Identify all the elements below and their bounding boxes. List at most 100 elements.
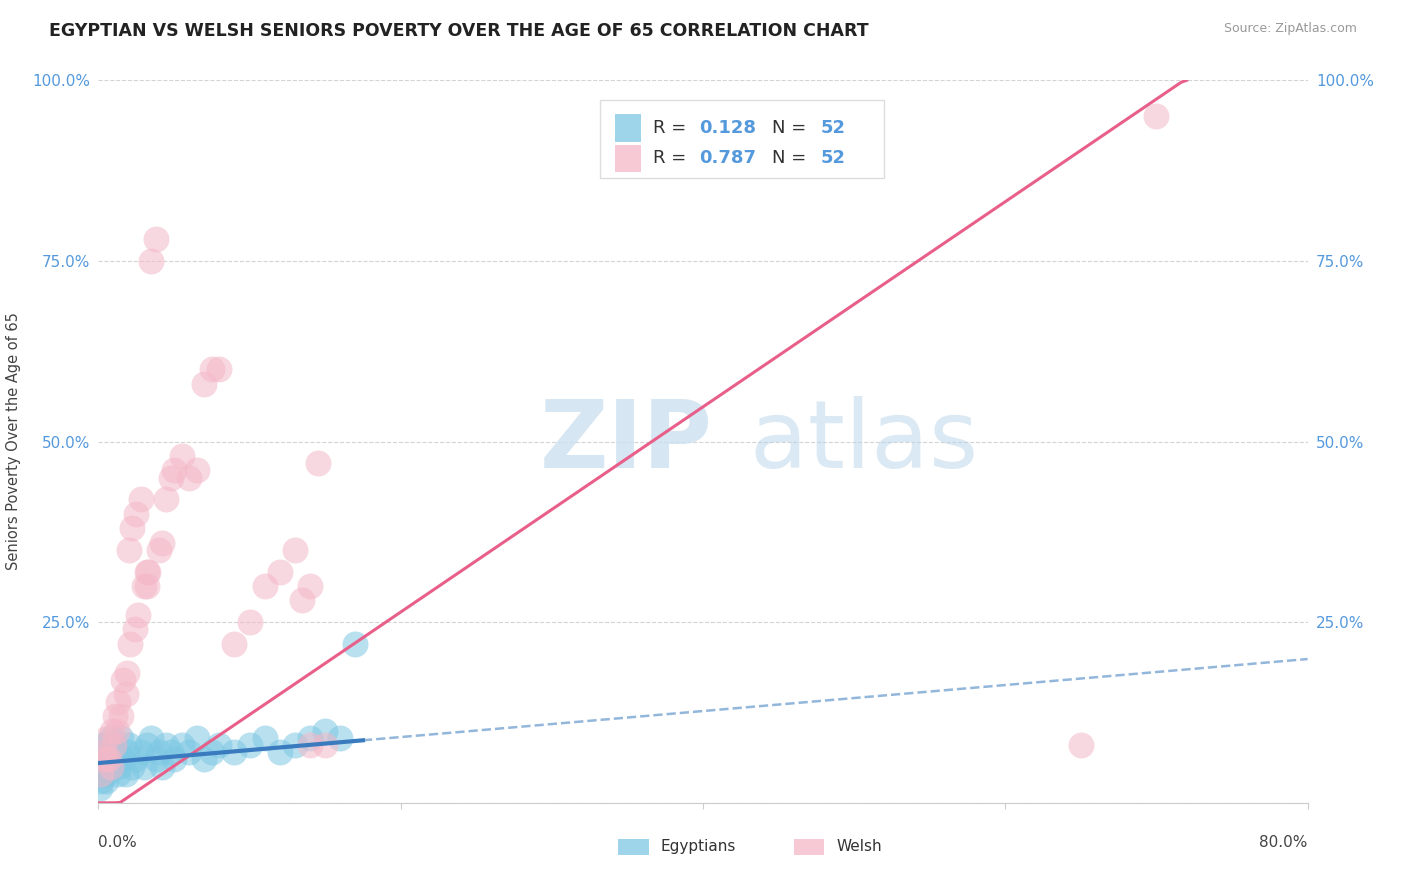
Text: 52: 52 [820, 149, 845, 168]
Text: 0.787: 0.787 [699, 149, 756, 168]
Point [160, 470, 183, 484]
Point [93, 752, 115, 766]
Point [163, 463, 186, 477]
Point [110, 709, 132, 723]
Point [129, 745, 152, 759]
Point [115, 665, 138, 680]
Point [96, 745, 118, 759]
Point [100, 731, 122, 745]
Point [101, 752, 124, 766]
Point [127, 607, 149, 622]
Point [110, 731, 132, 745]
Point [253, 731, 276, 745]
Text: Welsh: Welsh [837, 839, 882, 855]
Point [121, 521, 143, 535]
Point [314, 723, 336, 738]
Point [89, 760, 111, 774]
Bar [619, 838, 648, 855]
Point [103, 738, 125, 752]
Point [148, 745, 170, 759]
Point [208, 738, 231, 752]
Point [121, 760, 143, 774]
Point [160, 745, 183, 759]
Point [115, 745, 138, 759]
Point [96, 731, 118, 745]
Text: EGYPTIAN VS WELSH SENIORS POVERTY OVER THE AGE OF 65 CORRELATION CHART: EGYPTIAN VS WELSH SENIORS POVERTY OVER T… [49, 22, 869, 40]
Point [150, 535, 173, 549]
Text: R =: R = [654, 119, 692, 137]
Point [89, 781, 111, 796]
Point [208, 362, 231, 376]
Point [224, 745, 246, 759]
Text: ZIP: ZIP [540, 395, 713, 488]
Point [136, 565, 159, 579]
Point [135, 738, 157, 752]
Point [110, 752, 132, 766]
Text: 52: 52 [820, 119, 845, 137]
Point [104, 709, 127, 723]
Point [193, 376, 215, 391]
Point [344, 637, 367, 651]
Point [170, 738, 193, 752]
Point [179, 745, 201, 759]
Point [239, 738, 262, 752]
Point [135, 565, 157, 579]
Point [98, 752, 121, 766]
Point [94, 767, 117, 781]
Point [107, 760, 129, 774]
Point [107, 767, 129, 781]
Point [141, 253, 163, 268]
Point [145, 752, 167, 766]
Point [155, 492, 177, 507]
Point [91, 752, 114, 766]
Point [193, 752, 215, 766]
Point [239, 615, 262, 630]
Point [269, 565, 291, 579]
Point [135, 579, 157, 593]
Point [132, 579, 155, 593]
Point [125, 752, 148, 766]
Text: Source: ZipAtlas.com: Source: ZipAtlas.com [1223, 22, 1357, 36]
Point [186, 463, 208, 477]
Text: atlas: atlas [540, 395, 979, 488]
Point [1144, 110, 1167, 124]
Point [224, 637, 246, 651]
Point [307, 456, 329, 470]
Text: 0.128: 0.128 [699, 119, 756, 137]
Point [179, 470, 201, 484]
Bar [614, 145, 641, 172]
Point [155, 738, 177, 752]
Point [105, 723, 128, 738]
Point [101, 760, 124, 774]
Text: R =: R = [654, 149, 692, 168]
Point [145, 232, 167, 246]
Point [90, 767, 112, 781]
Point [1070, 738, 1092, 752]
Text: Egyptians: Egyptians [661, 839, 737, 855]
Point [299, 738, 322, 752]
Point [148, 542, 170, 557]
Point [104, 745, 127, 759]
Point [299, 731, 322, 745]
Point [129, 492, 152, 507]
Point [90, 774, 112, 789]
Point [94, 752, 117, 766]
Point [141, 731, 163, 745]
Point [284, 542, 307, 557]
Point [299, 579, 322, 593]
Point [186, 731, 208, 745]
Point [125, 507, 148, 521]
FancyBboxPatch shape [600, 100, 884, 178]
Bar [793, 838, 824, 855]
Point [107, 695, 129, 709]
Text: N =: N = [772, 119, 811, 137]
Point [291, 593, 314, 607]
Point [100, 760, 122, 774]
Point [269, 745, 291, 759]
Point [91, 738, 114, 752]
Point [98, 760, 121, 774]
Point [91, 767, 114, 781]
Point [132, 760, 155, 774]
Y-axis label: Seniors Poverty Over the Age of 65: Seniors Poverty Over the Age of 65 [6, 312, 21, 571]
Point [124, 623, 146, 637]
